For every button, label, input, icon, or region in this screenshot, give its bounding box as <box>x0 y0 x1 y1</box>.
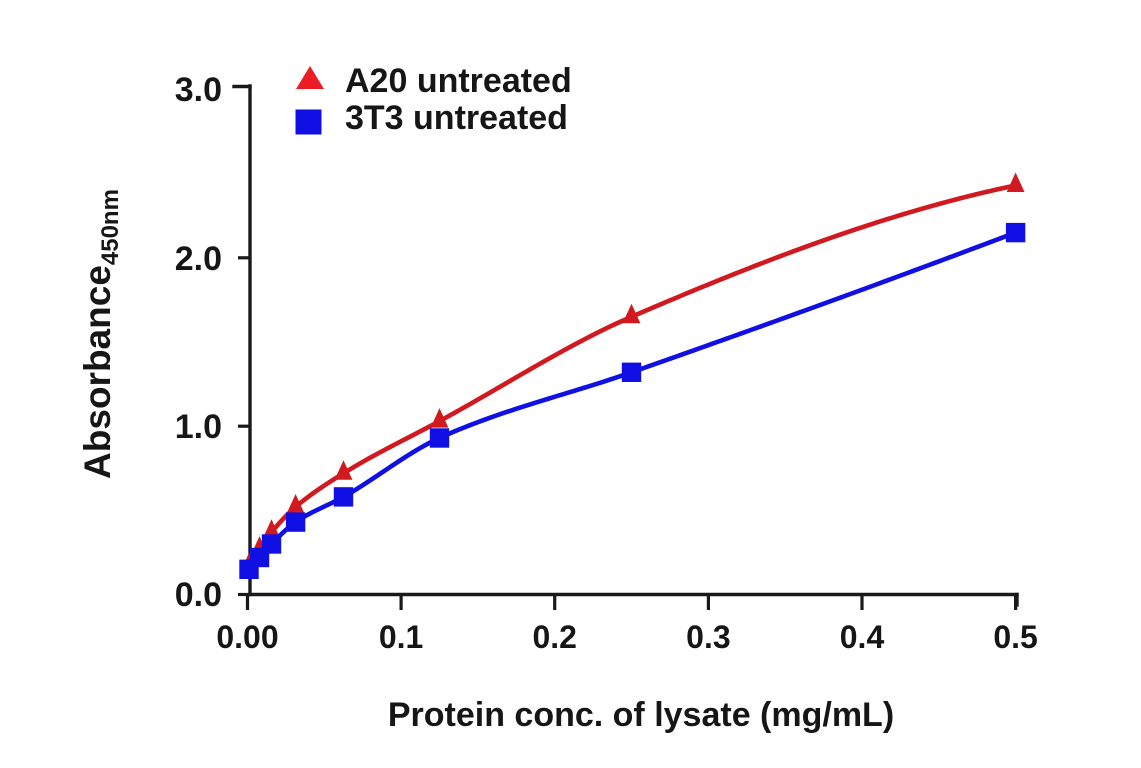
svg-text:0.00: 0.00 <box>216 619 278 655</box>
svg-text:0.1: 0.1 <box>379 619 423 655</box>
svg-text:3.0: 3.0 <box>175 71 222 109</box>
svg-text:0.4: 0.4 <box>840 619 885 655</box>
svg-text:0.2: 0.2 <box>532 619 576 655</box>
svg-text:Protein conc. of lysate (mg/mL: Protein conc. of lysate (mg/mL) <box>388 696 894 734</box>
svg-text:0.5: 0.5 <box>993 619 1037 655</box>
svg-text:2.0: 2.0 <box>175 240 222 278</box>
svg-text:1.0: 1.0 <box>175 408 222 446</box>
svg-text:3T3 untreated: 3T3 untreated <box>345 99 568 137</box>
svg-text:0.0: 0.0 <box>175 576 222 614</box>
svg-text:0.3: 0.3 <box>686 619 730 655</box>
svg-text:A20 untreated: A20 untreated <box>345 62 572 100</box>
svg-text:Absorbance450nm: Absorbance450nm <box>77 189 124 479</box>
